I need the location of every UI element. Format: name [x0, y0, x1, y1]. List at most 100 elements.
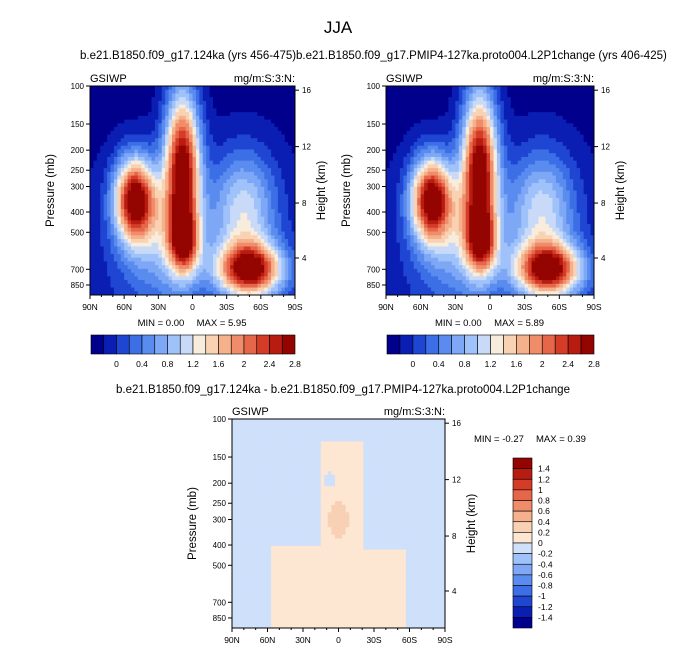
field-cell	[206, 190, 210, 195]
field-cell	[469, 112, 474, 117]
field-cell	[192, 283, 197, 288]
field-cell	[257, 220, 262, 225]
field-cell	[510, 119, 515, 124]
field-cell	[281, 280, 286, 285]
field-cell	[226, 160, 231, 165]
field-cell	[392, 104, 397, 109]
field-cell	[264, 145, 269, 150]
field-cell	[199, 186, 204, 191]
field-cell	[110, 108, 115, 113]
field-cell	[493, 149, 498, 154]
field-cell	[127, 209, 132, 214]
field-cell	[500, 119, 505, 124]
field-cell	[113, 265, 118, 270]
field-cell	[291, 156, 296, 162]
field-cell	[510, 164, 515, 169]
field-cell	[254, 276, 258, 281]
field-cell	[141, 227, 146, 232]
field-cell	[576, 134, 581, 139]
field-cell	[216, 227, 221, 232]
field-cell	[483, 130, 487, 135]
field-cell	[389, 156, 394, 162]
field-cell	[96, 130, 101, 135]
field-cell	[226, 108, 231, 113]
field-cell	[448, 115, 453, 120]
field-cell	[555, 149, 560, 154]
field-cell	[490, 86, 494, 91]
field-cell	[236, 280, 241, 285]
field-cell	[448, 89, 453, 94]
field-cell	[458, 141, 463, 147]
field-cell	[462, 175, 467, 180]
field-cell	[182, 108, 187, 113]
field-cell	[100, 164, 105, 169]
field-cell	[247, 246, 251, 251]
field-cell	[206, 287, 210, 292]
field-cell	[260, 220, 265, 225]
field-cell	[96, 227, 101, 232]
field-cell	[209, 100, 214, 106]
field-cell	[185, 145, 190, 150]
field-cell	[288, 235, 292, 240]
field-cell	[545, 89, 550, 94]
field-cell	[172, 224, 176, 229]
field-cell	[120, 145, 125, 150]
field-cell	[573, 149, 578, 154]
field-cell	[154, 280, 159, 285]
field-cell	[175, 179, 180, 184]
field-cell	[226, 164, 231, 169]
field-cell	[219, 261, 224, 266]
field-cell	[441, 149, 446, 154]
field-cell	[236, 141, 241, 147]
field-cell	[236, 205, 241, 210]
field-cell	[216, 108, 221, 113]
field-cell	[192, 86, 197, 91]
field-cell	[420, 86, 425, 91]
field-cell	[493, 100, 498, 106]
field-cell	[500, 171, 505, 176]
field-cell	[493, 127, 498, 132]
field-cell	[90, 175, 94, 180]
field-cell	[233, 108, 238, 113]
field-cell	[462, 145, 467, 150]
field-cell	[576, 86, 581, 91]
field-cell	[274, 149, 279, 154]
field-cell	[535, 89, 539, 94]
field-cell	[219, 156, 224, 162]
field-cell	[151, 280, 156, 285]
field-cell	[165, 171, 169, 176]
field-cell	[254, 112, 258, 117]
field-cell	[226, 123, 231, 128]
field-cell	[503, 138, 508, 143]
field-cell	[124, 123, 128, 128]
field-cell	[131, 209, 135, 214]
field-cell	[548, 127, 553, 132]
field-cell	[281, 134, 286, 139]
field-cell	[134, 115, 139, 120]
field-cell	[151, 287, 156, 292]
field-cell	[389, 134, 394, 139]
field-cell	[455, 119, 460, 124]
field-cell	[230, 127, 234, 132]
field-cell	[580, 89, 584, 94]
field-cell	[158, 108, 163, 113]
field-cell	[274, 253, 279, 259]
field-cell	[392, 149, 397, 154]
field-cell	[165, 93, 169, 98]
field-cell	[240, 97, 245, 102]
field-cell	[399, 115, 404, 120]
field-cell	[284, 89, 289, 94]
field-cell	[569, 127, 574, 132]
field-cell	[410, 149, 415, 154]
field-cell	[223, 153, 228, 158]
field-cell	[168, 175, 173, 180]
field-cell	[583, 153, 588, 158]
field-cell	[120, 276, 125, 281]
field-cell	[148, 97, 152, 102]
field-cell	[531, 104, 536, 109]
field-cell	[192, 209, 197, 214]
field-cell	[267, 197, 272, 203]
field-cell	[257, 209, 262, 214]
field-cell	[233, 250, 238, 255]
field-cell	[521, 138, 526, 143]
